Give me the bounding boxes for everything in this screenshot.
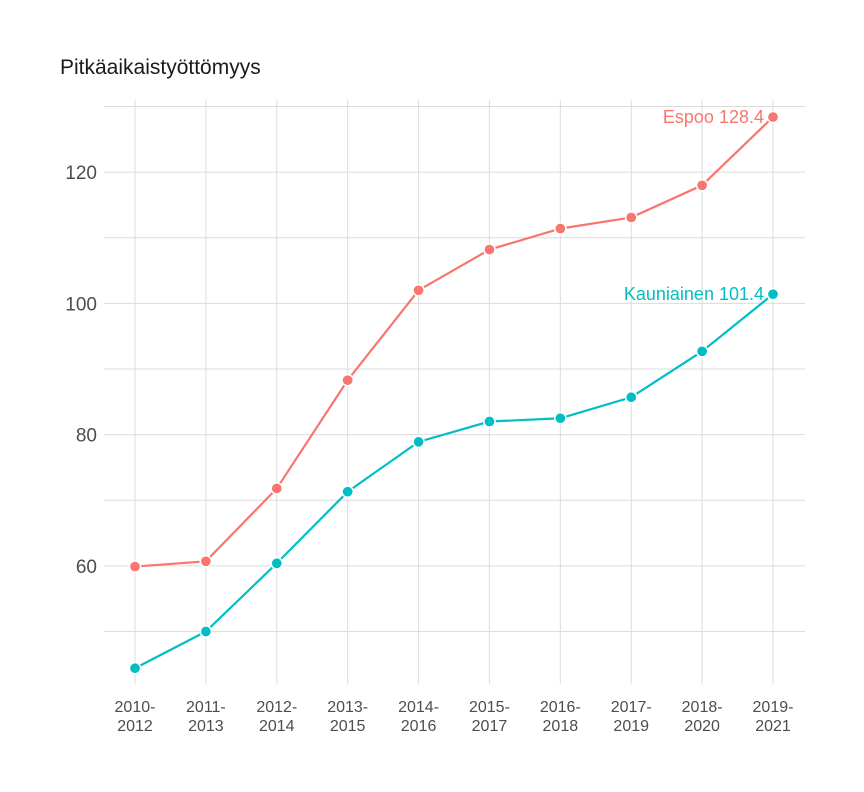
x-tick-label: 2011-2013 bbox=[186, 699, 226, 735]
data-point bbox=[624, 390, 638, 404]
series-end-label: Espoo 128.4 bbox=[663, 107, 764, 127]
y-tick-label: 100 bbox=[65, 294, 97, 315]
data-point bbox=[412, 283, 425, 297]
grid bbox=[104, 100, 805, 684]
data-point bbox=[128, 560, 142, 573]
x-tick-label: 2015-2017 bbox=[469, 699, 510, 735]
data-point bbox=[483, 415, 496, 428]
data-point bbox=[553, 411, 567, 425]
data-point bbox=[199, 554, 213, 568]
series-line bbox=[134, 293, 774, 670]
series bbox=[128, 110, 780, 675]
data-point bbox=[766, 110, 780, 124]
y-tick-label: 80 bbox=[76, 426, 97, 447]
y-axis-ticks: 60 80 100 120 bbox=[65, 163, 97, 578]
x-tick-label: 2013-2015 bbox=[327, 699, 368, 735]
x-axis-ticks: 2010-2012 2011-2013 2012-2014 2013-2015 2014… bbox=[115, 699, 794, 735]
x-tick-label: 2019-2021 bbox=[753, 699, 794, 735]
x-tick-label: 2018-2020 bbox=[682, 699, 723, 735]
series-end-label: Kauniainen 101.4 bbox=[624, 284, 764, 304]
x-tick-label: 2010-2012 bbox=[115, 699, 156, 735]
y-tick-label: 120 bbox=[65, 163, 97, 184]
data-point bbox=[270, 482, 284, 495]
x-tick-label: 2017-2019 bbox=[611, 699, 652, 735]
x-tick-label: 2014-2016 bbox=[398, 699, 439, 735]
data-point bbox=[128, 661, 142, 675]
data-point bbox=[553, 222, 567, 235]
data-point bbox=[766, 287, 780, 301]
data-point bbox=[695, 344, 709, 358]
x-tick-label: 2012-2014 bbox=[256, 699, 297, 735]
data-point bbox=[199, 625, 213, 638]
data-point bbox=[341, 373, 355, 387]
series-line bbox=[134, 116, 774, 568]
y-tick-label: 60 bbox=[76, 557, 97, 578]
data-point bbox=[341, 485, 355, 499]
data-point bbox=[483, 243, 496, 256]
data-point bbox=[412, 435, 425, 449]
end-labels: Espoo 128.4 Kauniainen 101.4 bbox=[624, 107, 764, 304]
chart-title: Pitkäaikaistyöttömyys bbox=[60, 56, 261, 79]
x-tick-label: 2016-2018 bbox=[540, 699, 581, 735]
data-point bbox=[270, 556, 284, 570]
data-point bbox=[695, 178, 709, 192]
data-point bbox=[624, 211, 638, 224]
